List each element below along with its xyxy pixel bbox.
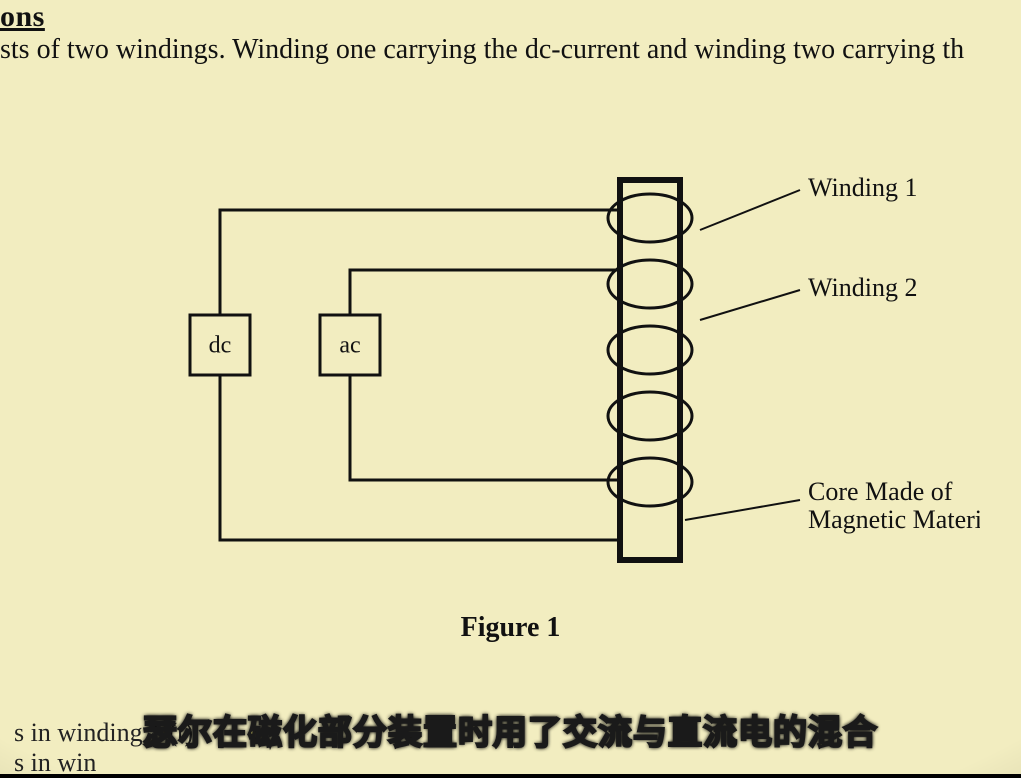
ac-source-label: ac [339,333,360,359]
heading-fragment: ons [0,0,45,34]
figure-1-diagram: dc ac Winding 1 Winding 2 Core Made of M… [60,120,980,600]
winding-2-label: Winding 2 [808,273,917,302]
figure-caption: Figure 1 [0,612,1021,644]
body-text-line: sts of two windings. Winding one carryin… [0,34,964,66]
dc-source-label: dc [209,333,232,359]
document-page: ons sts of two windings. Winding one car… [0,0,1021,774]
winding-1-label: Winding 1 [808,173,917,202]
subtitle-text: 瑟尔在磁化部分装置时用了交流与直流电的混合 [143,705,878,774]
bottom-text-fragment-1: s in winding 1 (t) [14,718,193,748]
core-label-line-2: Magnetic Material [808,505,980,534]
core-label-line-1: Core Made of [808,477,953,506]
